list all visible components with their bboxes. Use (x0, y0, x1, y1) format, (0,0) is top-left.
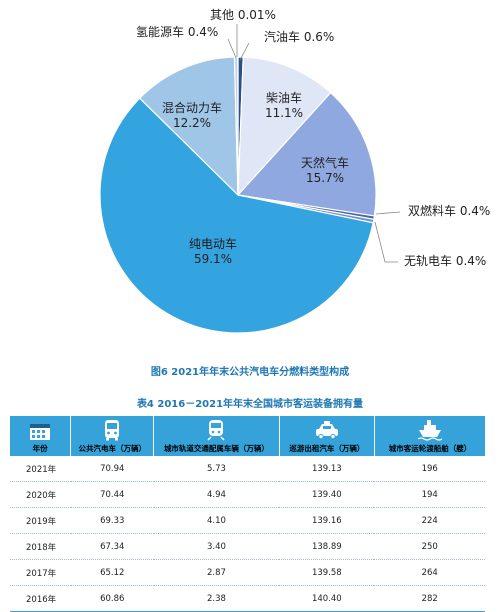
slice-label-outside: 双燃料车 0.4% (408, 203, 490, 218)
header-bus-label: 公共汽电车（万辆） (78, 444, 146, 453)
slice-label-outside: 其他 0.01% (210, 8, 276, 22)
rail-cell: 2.87 (154, 560, 280, 586)
slice-label-outside: 无轨电车 0.4% (404, 253, 486, 268)
slice-label-outside: 汽油车 0.6% (264, 29, 334, 44)
ship-icon (417, 419, 443, 441)
rail-cell: 3.40 (154, 534, 280, 560)
ferry-cell: 194 (374, 482, 485, 508)
table-caption: 表4 2016－2021年年末全国城市客运装备拥有量 (0, 395, 500, 410)
slice-label-value: 15.7% (306, 171, 344, 185)
calendar-icon (29, 421, 51, 441)
header-ferry: 城市客运轮渡船舶（艘） (374, 416, 485, 456)
slice-label-value: 12.2% (173, 116, 211, 130)
figure-caption: 图6 2021年年末公共汽电车分燃料类型构成 (0, 363, 500, 378)
leader-line (228, 39, 236, 58)
taxi-cell: 139.40 (279, 482, 374, 508)
bus-cell: 67.34 (71, 534, 154, 560)
header-year: 年份 (10, 416, 71, 456)
ferry-cell: 264 (374, 560, 485, 586)
taxi-cell: 139.13 (279, 456, 374, 482)
bus-icon (101, 419, 123, 441)
slice-label-value: 59.1% (194, 252, 232, 266)
year-cell: 2019年 (10, 508, 71, 534)
taxi-cell: 139.58 (279, 560, 374, 586)
bus-cell: 65.12 (71, 560, 154, 586)
rail-cell: 2.38 (154, 586, 280, 612)
table-header-row: 年份 公共汽电车（万辆） 城市轨道交通配属车辆（万辆） (10, 416, 485, 456)
slice-label-outside: 氢能源车 0.4% (136, 24, 218, 39)
rail-cell: 5.73 (154, 456, 280, 482)
header-rail: 城市轨道交通配属车辆（万辆） (154, 416, 280, 456)
bus-cell: 69.33 (71, 508, 154, 534)
train-icon (205, 419, 227, 441)
ferry-cell: 196 (374, 456, 485, 482)
year-cell: 2016年 (10, 586, 71, 612)
ferry-cell: 224 (374, 508, 485, 534)
header-year-label: 年份 (33, 444, 48, 453)
header-rail-label: 城市轨道交通配属车辆（万辆） (164, 444, 269, 453)
header-taxi: 巡游出租汽车（万辆） (279, 416, 374, 456)
leader-line (376, 212, 400, 214)
year-cell: 2018年 (10, 534, 71, 560)
slice-label-name: 柴油车 (266, 90, 302, 105)
slice-label-name: 天然气车 (301, 155, 349, 170)
year-cell: 2017年 (10, 560, 71, 586)
taxi-icon (314, 419, 340, 441)
year-cell: 2020年 (10, 482, 71, 508)
bus-cell: 70.44 (71, 482, 154, 508)
year-cell: 2021年 (10, 456, 71, 482)
taxi-cell: 139.16 (279, 508, 374, 534)
header-bus: 公共汽电车（万辆） (71, 416, 154, 456)
ferry-cell: 250 (374, 534, 485, 560)
slice-label-name: 混合动力车 (162, 100, 222, 115)
bus-cell: 60.86 (71, 586, 154, 612)
ferry-cell: 282 (374, 586, 485, 612)
taxi-cell: 140.40 (279, 586, 374, 612)
slice-label-value: 11.1% (265, 106, 303, 120)
rail-cell: 4.10 (154, 508, 280, 534)
header-ferry-label: 城市客运轮渡船舶（艘） (389, 444, 472, 453)
taxi-cell: 138.89 (279, 534, 374, 560)
rail-cell: 4.94 (154, 482, 280, 508)
header-taxi-label: 巡游出租汽车（万辆） (289, 444, 364, 453)
slice-label-name: 纯电动车 (189, 236, 237, 251)
bus-cell: 70.94 (71, 456, 154, 482)
equipment-table: 年份 公共汽电车（万辆） 城市轨道交通配属车辆（万辆） (10, 416, 485, 612)
leader-line (375, 222, 398, 262)
